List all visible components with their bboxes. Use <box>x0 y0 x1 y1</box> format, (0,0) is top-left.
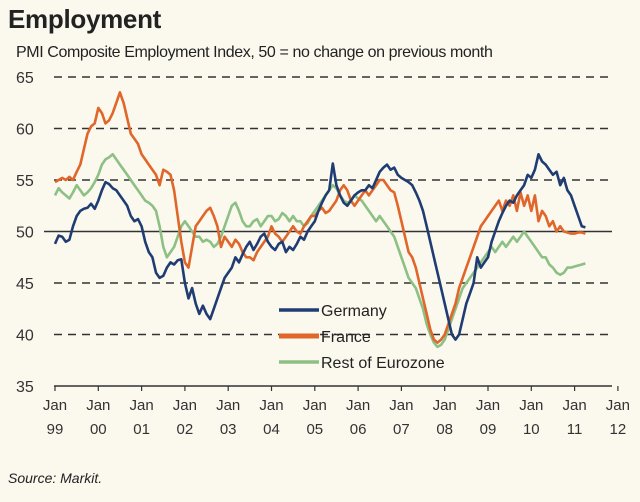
x-tick-label-year: 08 <box>436 421 453 438</box>
series-line-rest-of-eurozone <box>53 153 586 349</box>
x-tick-label-month: Jan <box>476 397 500 414</box>
y-tick-label: 50 <box>16 225 34 242</box>
y-tick-label: 60 <box>16 122 34 139</box>
x-tick-label-month: Jan <box>389 397 413 414</box>
chart-title: Employment <box>8 4 162 34</box>
x-tick-label-year: 01 <box>133 421 150 438</box>
x-tick-label-month: Jan <box>563 397 587 414</box>
x-tick-label-year: 09 <box>480 421 497 438</box>
y-tick-label: 55 <box>16 173 34 190</box>
x-tick-label-year: 12 <box>610 421 627 438</box>
x-tick-label-month: Jan <box>433 397 457 414</box>
y-tick-label: 40 <box>16 328 34 345</box>
x-tick-label-year: 05 <box>306 421 323 438</box>
legend-label: France <box>321 329 371 346</box>
legend: Germany France Rest of Eurozone <box>279 303 445 372</box>
x-tick-label-year: 04 <box>263 421 280 438</box>
y-tick-label: 65 <box>16 70 34 87</box>
y-tick-label: 45 <box>16 276 34 293</box>
x-tick-label-year: 03 <box>220 421 237 438</box>
x-tick-label-year: 10 <box>523 421 540 438</box>
source-note: Source: Markit. <box>8 470 103 486</box>
x-tick-label-month: Jan <box>606 397 630 414</box>
y-axis: 65 60 55 50 45 40 35 <box>16 70 34 396</box>
x-tick-label-month: Jan <box>259 397 283 414</box>
x-tick-label-month: Jan <box>303 397 327 414</box>
series-line-germany <box>53 153 586 341</box>
gridlines <box>44 76 612 336</box>
x-tick-label-year: 06 <box>350 421 367 438</box>
x-tick-label-year: 02 <box>177 421 194 438</box>
x-tick-label-month: Jan <box>130 397 154 414</box>
x-axis: Jan 99 Jan 00 Jan 01 Jan 02 Jan 03 Jan 04 Jan 05 Jan 06… <box>43 385 630 438</box>
x-tick-label-month: Jan <box>43 397 67 414</box>
y-tick-label: 35 <box>16 379 34 396</box>
x-tick-label-month: Jan <box>86 397 110 414</box>
x-tick-label-month: Jan <box>519 397 543 414</box>
x-tick-label-month: Jan <box>216 397 240 414</box>
series-lines <box>53 91 586 349</box>
chart-subtitle: PMI Composite Employment Index, 50 = no … <box>16 44 493 61</box>
x-tick-label-year: 11 <box>567 421 583 438</box>
legend-label: Germany <box>321 303 387 320</box>
x-tick-label-month: Jan <box>346 397 370 414</box>
x-tick-label-year: 07 <box>393 421 410 438</box>
legend-label: Rest of Eurozone <box>321 355 445 372</box>
x-tick-label-year: 00 <box>90 421 107 438</box>
x-tick-label-year: 99 <box>47 421 64 438</box>
x-tick-label-month: Jan <box>173 397 197 414</box>
